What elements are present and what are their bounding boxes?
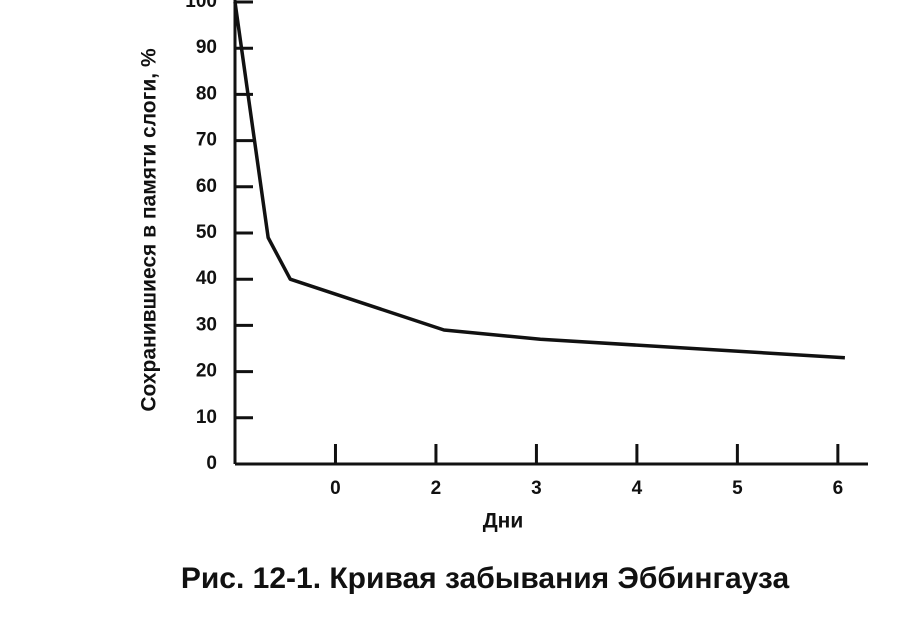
x-tick-label: 6 [833,478,844,499]
data-line [233,1,845,360]
y-tick-label: 60 [196,176,217,197]
y-tick-label: 90 [196,37,217,58]
x-tick-label: 0 [330,478,341,499]
x-tick-label: 5 [732,478,743,499]
y-axis-label: Сохранившиеся в памяти слоги, % [138,48,161,412]
y-tick-label: 30 [196,314,217,335]
x-tick-label: 2 [431,478,442,499]
y-tick-label: 70 [196,130,217,151]
x-axis-label: Дни [483,510,524,533]
y-tick-label: 20 [196,361,217,382]
chart-title: Рис. 12-1. Кривая забывания Эббингауза [181,562,790,595]
y-tick-label: 40 [196,268,217,289]
y-tick-label: 50 [196,222,217,243]
y-tick-label: 10 [196,407,217,428]
y-tick-label: 0 [206,453,217,474]
y-tick-label: 100 [185,0,217,12]
x-tick-label: 4 [632,478,643,499]
x-tick-label: 3 [531,478,542,499]
y-tick-label: 80 [196,83,217,104]
